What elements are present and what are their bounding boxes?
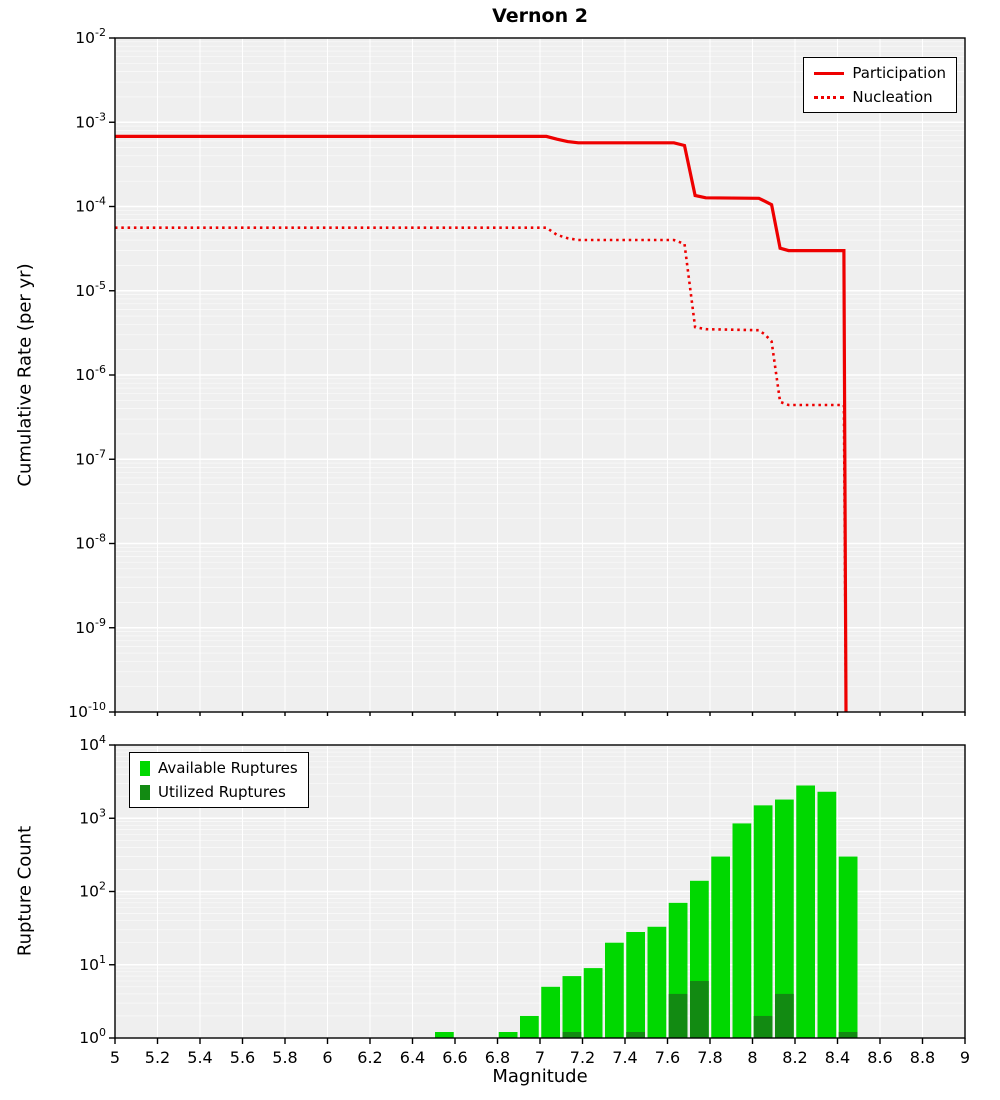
y-tick-label: 10-7	[75, 447, 106, 468]
y-tick-label: 10-10	[68, 700, 106, 721]
rupture-legend: Available Ruptures Utilized Ruptures	[129, 752, 309, 808]
y-tick-label: 10-2	[75, 26, 106, 47]
available-ruptures-swatch-icon	[140, 760, 150, 776]
available-ruptures-bar	[605, 942, 624, 1038]
y-tick-label: 10-6	[75, 363, 106, 384]
x-tick-label: 8.6	[867, 1048, 892, 1067]
y-tick-label: 104	[79, 733, 106, 754]
x-tick-label: 6.6	[442, 1048, 467, 1067]
x-tick-label: 7.6	[655, 1048, 680, 1067]
x-tick-label: 8	[747, 1048, 757, 1067]
available-ruptures-bar	[775, 799, 794, 1038]
available-ruptures-bar	[626, 931, 645, 1038]
utilized-ruptures-bar	[668, 993, 688, 1038]
y-tick-label: 100	[79, 1026, 106, 1047]
x-tick-label: 5.4	[187, 1048, 212, 1067]
available-ruptures-bar	[498, 1032, 518, 1038]
x-tick-label: 5.8	[272, 1048, 297, 1067]
x-tick-label: 9	[960, 1048, 970, 1067]
x-tick-label: 7	[535, 1048, 545, 1067]
nucleation-line	[115, 226, 848, 712]
x-tick-label: 8.2	[782, 1048, 807, 1067]
available-ruptures-bar	[753, 805, 773, 1038]
available-ruptures-bar	[711, 856, 730, 1038]
utilized-ruptures-bar	[690, 981, 709, 1038]
y-tick-label: 10-4	[75, 195, 106, 216]
legend-item-available-ruptures: Available Ruptures	[140, 759, 298, 777]
x-tick-label: 7.2	[570, 1048, 595, 1067]
x-tick-label: 6	[322, 1048, 332, 1067]
x-tick-label: 8.8	[910, 1048, 935, 1067]
rate-legend: Participation Nucleation	[803, 57, 957, 113]
participation-line-icon	[814, 71, 845, 75]
x-tick-label: 8.4	[825, 1048, 850, 1067]
x-tick-label: 7.4	[612, 1048, 637, 1067]
available-ruptures-bar	[838, 856, 858, 1038]
available-ruptures-bar	[817, 791, 837, 1038]
available-ruptures-bar	[732, 823, 752, 1038]
x-tick-label: 5	[110, 1048, 120, 1067]
nucleation-line-icon	[814, 95, 845, 99]
legend-label-available-ruptures: Available Ruptures	[158, 759, 298, 777]
utilized-ruptures-bar	[626, 1032, 645, 1038]
x-tick-label: 6.2	[357, 1048, 382, 1067]
top-y-axis-label: Cumulative Rate (per yr)	[14, 263, 36, 487]
available-ruptures-bar	[583, 968, 603, 1038]
available-ruptures-bar	[562, 976, 582, 1038]
available-ruptures-bar	[541, 986, 560, 1038]
x-tick-label: 7.8	[697, 1048, 722, 1067]
y-tick-label: 10-9	[75, 616, 106, 637]
legend-item-participation: Participation	[814, 64, 946, 82]
utilized-ruptures-bar	[562, 1032, 582, 1038]
x-tick-label: 5.2	[145, 1048, 170, 1067]
available-ruptures-bar	[796, 785, 815, 1038]
legend-item-utilized-ruptures: Utilized Ruptures	[140, 783, 298, 801]
utilized-ruptures-bar	[753, 1015, 773, 1038]
x-tick-label: 6.8	[485, 1048, 510, 1067]
x-tick-label: 5.6	[230, 1048, 255, 1067]
available-ruptures-bar	[520, 1015, 539, 1038]
chart-title: Vernon 2	[492, 5, 588, 27]
x-tick-label: 6.4	[400, 1048, 425, 1067]
legend-label-utilized-ruptures: Utilized Ruptures	[158, 783, 286, 801]
y-tick-label: 10-3	[75, 110, 106, 131]
y-tick-label: 10-5	[75, 279, 106, 300]
available-ruptures-bar	[435, 1032, 454, 1038]
utilized-ruptures-bar	[775, 993, 794, 1038]
utilized-ruptures-swatch-icon	[140, 784, 150, 800]
x-axis-label: Magnitude	[492, 1066, 588, 1087]
y-tick-label: 102	[79, 880, 106, 901]
legend-label-participation: Participation	[852, 64, 946, 82]
y-tick-label: 101	[79, 953, 106, 974]
utilized-ruptures-bar	[838, 1032, 858, 1038]
y-tick-label: 103	[79, 806, 106, 827]
bottom-y-axis-label: Rupture Count	[14, 825, 36, 957]
participation-line	[115, 134, 848, 712]
available-ruptures-bar	[647, 926, 667, 1038]
legend-label-nucleation: Nucleation	[852, 88, 933, 106]
y-tick-label: 10-8	[75, 532, 106, 553]
legend-item-nucleation: Nucleation	[814, 88, 946, 106]
